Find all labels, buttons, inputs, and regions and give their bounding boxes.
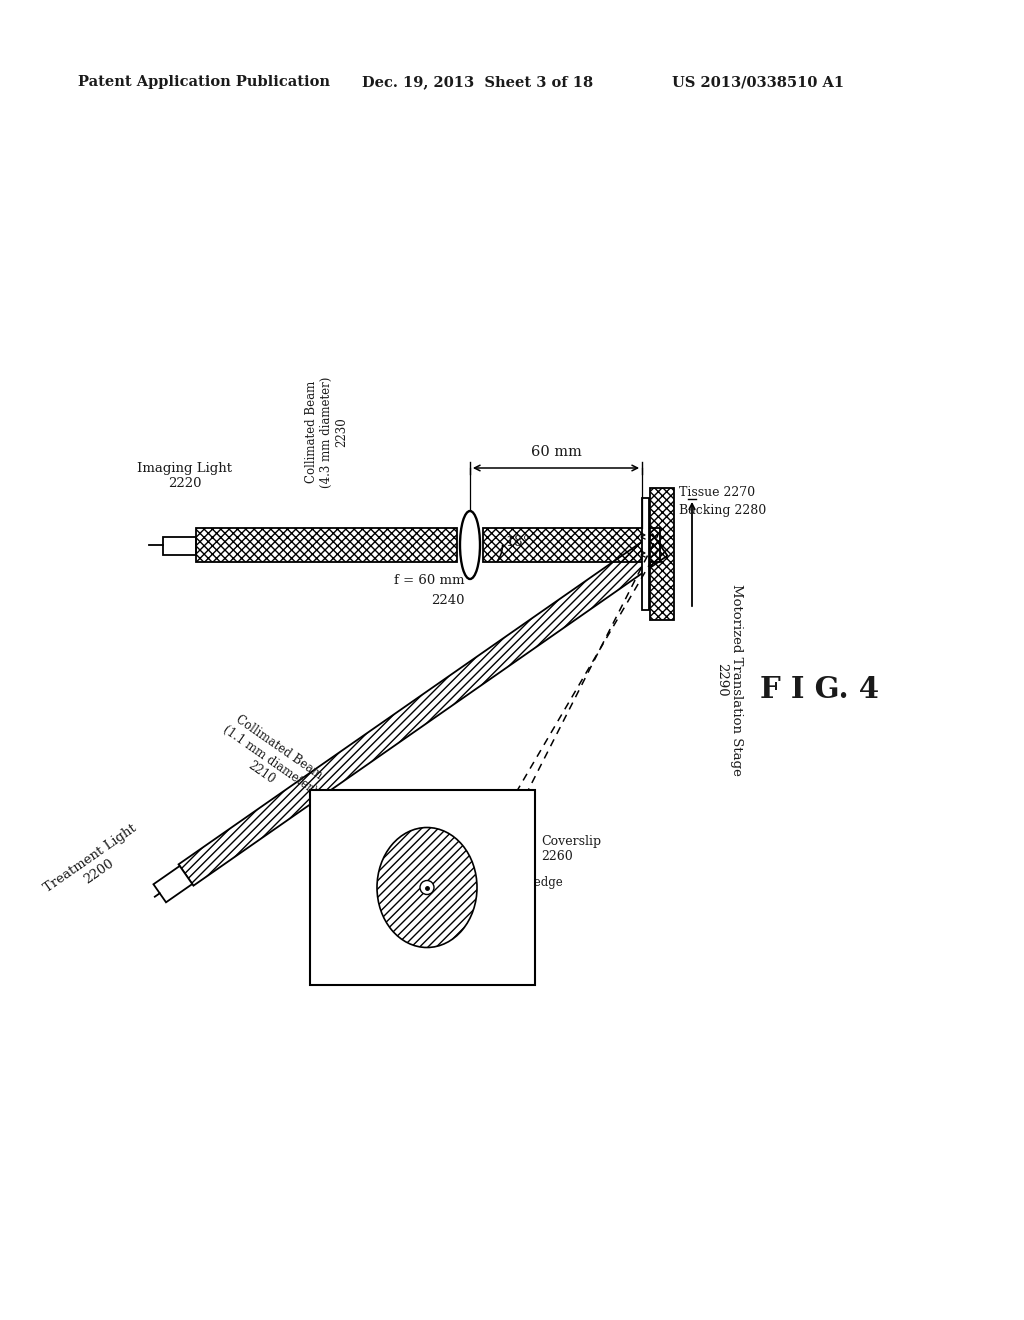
Text: Dec. 19, 2013  Sheet 3 of 18: Dec. 19, 2013 Sheet 3 of 18 (362, 75, 593, 88)
Bar (163, 537, 196, 554)
Polygon shape (154, 866, 193, 903)
Text: Collimated Beam
(1.1 mm diameter)
2210: Collimated Beam (1.1 mm diameter) 2210 (212, 710, 328, 809)
Text: Motorized Translation Stage
2290: Motorized Translation Stage 2290 (715, 583, 743, 776)
Text: Tissue 2270: Tissue 2270 (679, 486, 755, 499)
Bar (310, 789, 535, 985)
Text: Patent Application Publication: Patent Application Publication (78, 75, 330, 88)
Ellipse shape (460, 511, 480, 579)
Ellipse shape (420, 880, 434, 895)
Bar (650, 488, 674, 620)
Text: Leading edge: Leading edge (482, 876, 563, 888)
Text: Backing 2280: Backing 2280 (679, 504, 766, 517)
Bar (196, 528, 457, 562)
Text: US 2013/0338510 A1: US 2013/0338510 A1 (672, 75, 844, 88)
Bar (483, 528, 660, 562)
Text: F I G. 4: F I G. 4 (761, 676, 880, 705)
Text: 2240: 2240 (431, 594, 465, 606)
Text: Treatment Light
2200: Treatment Light 2200 (42, 822, 148, 908)
Text: Top View: Top View (315, 851, 329, 924)
Text: Collimated Beam
(4.3 mm diameter)
2230: Collimated Beam (4.3 mm diameter) 2230 (305, 376, 348, 488)
Text: Imaging Light
2220: Imaging Light 2220 (137, 462, 232, 490)
Text: f = 60 mm: f = 60 mm (394, 573, 465, 586)
Bar (642, 498, 649, 610)
Text: 60 mm: 60 mm (530, 445, 582, 459)
Text: 2250: 2250 (313, 960, 346, 973)
Text: 18°: 18° (505, 535, 529, 549)
Text: Coverslip
2260: Coverslip 2260 (541, 834, 601, 862)
